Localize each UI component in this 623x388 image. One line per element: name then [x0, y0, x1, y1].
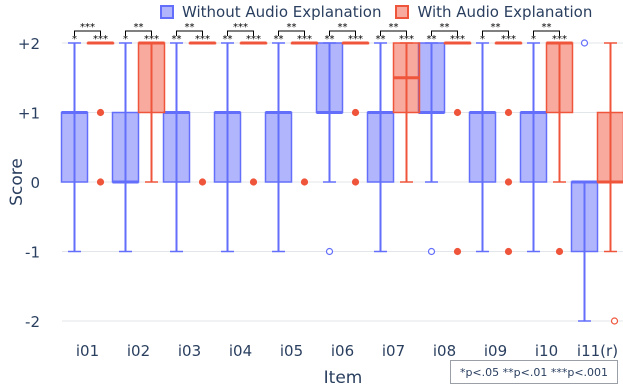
without-box — [162, 111, 191, 183]
y-tick-label: -1 — [25, 244, 40, 262]
without-outlier — [325, 247, 334, 256]
x-tick-label: i01 — [76, 342, 99, 360]
significance-label: *** — [552, 34, 567, 45]
without-box — [468, 111, 497, 183]
significance-bracket — [227, 30, 254, 36]
y-tick-label: 0 — [30, 174, 40, 192]
significance-label: * — [72, 34, 77, 45]
significance-bracket — [533, 30, 560, 36]
significance-label: *** — [348, 34, 363, 45]
significance-label: ** — [223, 34, 233, 45]
significance-bracket — [278, 30, 305, 36]
significance-label: ** — [274, 34, 284, 45]
x-tick-label: i02 — [127, 342, 150, 360]
significance-label: * — [123, 34, 128, 45]
with-outlier — [504, 178, 513, 186]
y-tick-label: +2 — [18, 35, 40, 53]
legend-swatch-with — [395, 5, 410, 19]
significance-label: ** — [325, 34, 335, 45]
significance-label: ** — [172, 34, 182, 45]
significance-label: * — [531, 34, 536, 45]
significance-label: ** — [376, 34, 386, 45]
significance-label: ** — [389, 22, 399, 33]
x-tick-label: i09 — [484, 342, 507, 360]
without-box — [570, 181, 599, 253]
x-tick-label: i05 — [280, 342, 303, 360]
with-box — [596, 111, 623, 183]
x-tick-label: i08 — [433, 342, 456, 360]
without-outlier — [580, 39, 589, 47]
significance-label: *** — [399, 34, 414, 45]
significance-label: ** — [134, 22, 144, 33]
with-outlier — [351, 108, 360, 117]
significance-label: ** — [491, 22, 501, 33]
significance-bracket — [74, 30, 101, 36]
significance-note: *p<.05 **p<.01 ***p<.001 — [450, 360, 618, 384]
with-box — [137, 42, 166, 114]
legend-swatch-without — [160, 5, 174, 19]
with-outlier — [610, 317, 619, 325]
legend-label-with: With Audio Explanation — [417, 3, 593, 21]
significance-label: *** — [501, 34, 516, 45]
significance-label: *** — [246, 34, 261, 45]
significance-label: *** — [297, 34, 312, 45]
with-outlier — [504, 108, 513, 117]
significance-bracket — [380, 30, 407, 36]
with-outlier — [555, 247, 564, 256]
x-tick-label: i04 — [229, 342, 252, 360]
without-outlier — [427, 247, 436, 256]
significance-label: ** — [287, 22, 297, 33]
without-box — [366, 111, 395, 183]
with-outlier — [96, 108, 105, 117]
with-outlier — [198, 178, 207, 186]
significance-label: *** — [450, 34, 465, 45]
y-tick-label: -2 — [25, 313, 40, 331]
x-axis-title: Item — [324, 368, 363, 388]
significance-label: *** — [144, 34, 159, 45]
with-outlier — [300, 178, 309, 186]
legend-item-without[interactable]: Without Audio Explanation — [160, 3, 381, 21]
without-box — [315, 42, 344, 114]
x-tick-label: i07 — [382, 342, 405, 360]
y-tick-label: +1 — [18, 105, 40, 123]
x-tick-label: i06 — [331, 342, 354, 360]
significance-label: *** — [195, 34, 210, 45]
with-outlier — [96, 178, 105, 186]
x-tick-label: i11(r) — [577, 342, 618, 360]
without-box — [111, 111, 140, 183]
significance-label: *** — [233, 22, 248, 33]
with-outlier — [249, 178, 258, 186]
without-box — [417, 42, 446, 114]
legend-label-without: Without Audio Explanation — [182, 3, 382, 21]
significance-label: ** — [542, 22, 552, 33]
without-box — [264, 111, 293, 183]
without-box — [213, 111, 242, 183]
significance-bracket — [176, 30, 203, 36]
legend: Without Audio Explanation With Audio Exp… — [160, 3, 592, 21]
significance-bracket — [125, 30, 152, 36]
legend-item-with[interactable]: With Audio Explanation — [395, 3, 592, 21]
significance-label: ** — [427, 34, 437, 45]
with-outlier — [504, 247, 513, 256]
significance-label: ** — [440, 22, 450, 33]
with-outlier — [453, 108, 462, 117]
significance-label: *** — [80, 22, 95, 33]
with-outlier — [351, 178, 360, 186]
significance-label: * — [480, 34, 485, 45]
x-tick-label: i03 — [178, 342, 201, 360]
significance-bracket — [431, 30, 458, 36]
y-axis-title: Score — [7, 158, 27, 206]
significance-bracket — [329, 30, 356, 36]
with-box — [545, 42, 574, 114]
without-box — [519, 111, 548, 183]
significance-label: ** — [185, 22, 195, 33]
x-tick-label: i10 — [535, 342, 558, 360]
significance-label: ** — [338, 22, 348, 33]
significance-label: *** — [93, 34, 108, 45]
without-box — [60, 111, 89, 183]
with-outlier — [453, 247, 462, 256]
significance-bracket — [482, 30, 509, 36]
